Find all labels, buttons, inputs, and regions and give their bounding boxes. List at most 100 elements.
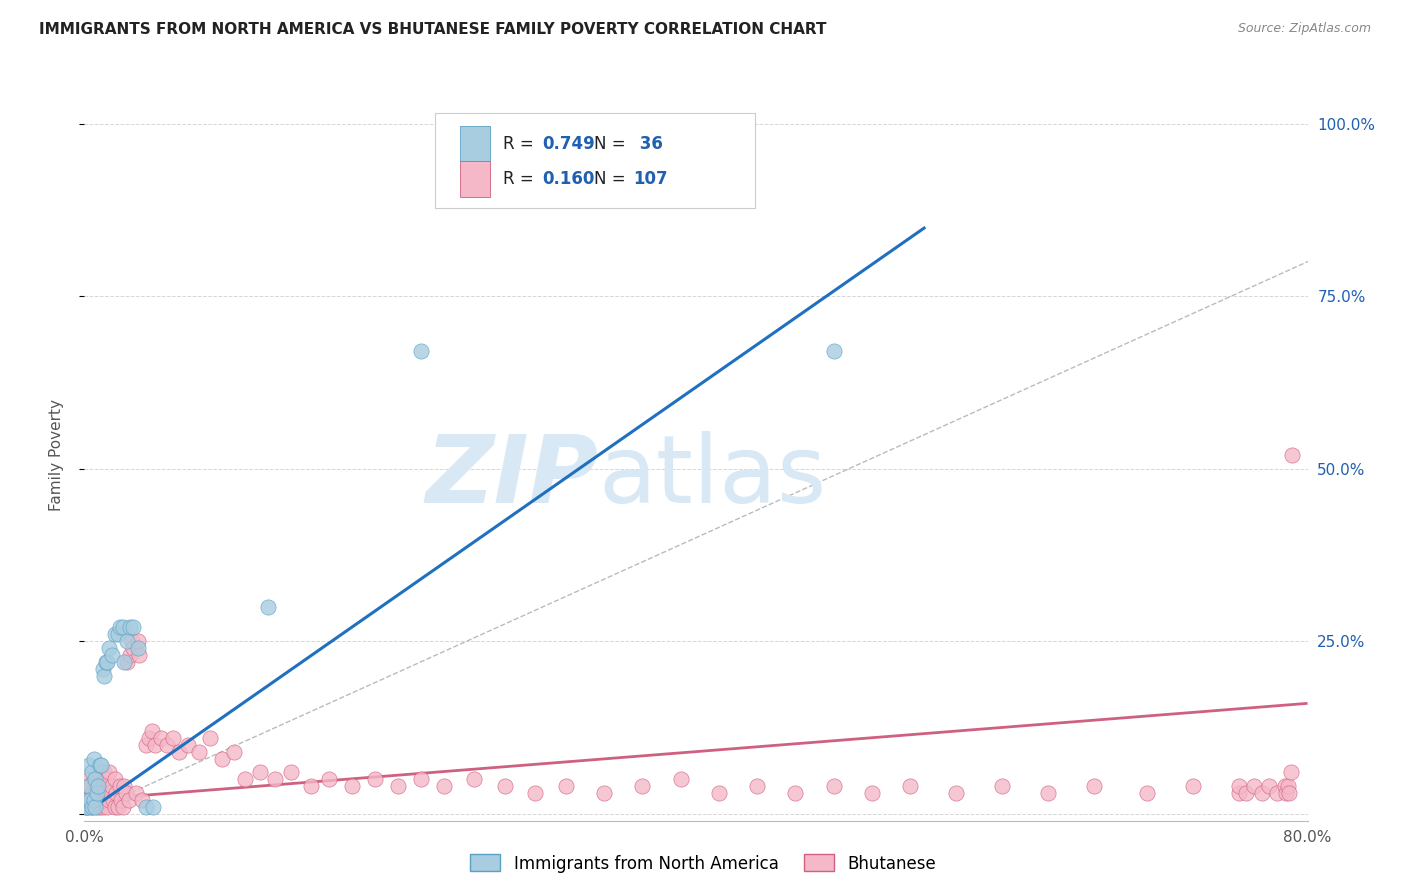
FancyBboxPatch shape [460,161,491,196]
Point [75,800,97,814]
Point [1243,779,1265,793]
Point [80,800,103,814]
Point [188,745,211,759]
Point [177,738,200,752]
Point [122,641,145,656]
Point [101,779,124,793]
Point [84,800,107,814]
Point [211,751,233,765]
Point [79,793,101,807]
Point [1278,786,1301,800]
Point [127,641,149,656]
Text: R =: R = [503,135,538,153]
Y-axis label: Family Poverty: Family Poverty [49,399,63,511]
Point [249,765,271,780]
Point [364,772,387,787]
Point [77,758,100,772]
Point [121,634,143,648]
Text: N =: N = [595,170,631,188]
Point [94,655,117,669]
Point [141,723,163,738]
Point [128,648,150,662]
Point [91,662,114,676]
Text: ZIP: ZIP [425,431,598,523]
Point [114,786,136,800]
Point [1083,779,1105,793]
Point [122,620,145,634]
Point [135,800,157,814]
Point [115,634,138,648]
Point [111,800,134,814]
Point [142,800,165,814]
Point [1277,779,1299,793]
Point [233,772,256,787]
Point [433,779,456,793]
Point [409,344,432,359]
Point [1250,786,1272,800]
Point [340,779,363,793]
Point [83,793,105,807]
Point [89,779,111,793]
Point [101,648,124,662]
Point [75,786,97,800]
Point [80,800,103,814]
Legend: Immigrants from North America, Bhutanese: Immigrants from North America, Bhutanese [464,847,942,880]
Point [669,772,692,787]
Point [898,779,921,793]
Point [1279,765,1302,780]
Text: IMMIGRANTS FROM NORTH AMERICA VS BHUTANESE FAMILY POVERTY CORRELATION CHART: IMMIGRANTS FROM NORTH AMERICA VS BHUTANE… [39,22,827,37]
Point [1275,786,1298,800]
Point [945,786,967,800]
Point [87,772,110,787]
Point [264,772,287,787]
Point [162,731,184,745]
Text: Source: ZipAtlas.com: Source: ZipAtlas.com [1237,22,1371,36]
Point [97,793,120,807]
Point [823,344,845,359]
Point [89,758,111,772]
Point [103,793,125,807]
Point [593,786,616,800]
Point [131,793,153,807]
Point [463,772,485,787]
Point [120,620,142,634]
Point [1227,779,1250,793]
Point [112,655,135,669]
Point [90,765,112,780]
Text: 0.160: 0.160 [541,170,595,188]
Point [76,793,98,807]
Point [387,779,409,793]
Point [76,779,98,793]
Point [1236,786,1258,800]
Point [1274,779,1296,793]
Point [76,793,98,807]
Text: R =: R = [503,170,538,188]
Point [87,793,110,807]
Point [110,793,132,807]
Point [112,779,135,793]
Point [118,793,141,807]
Point [96,800,118,814]
Point [76,800,98,814]
Point [785,786,807,800]
Point [555,779,578,793]
Point [107,627,129,641]
Point [115,655,138,669]
Point [94,786,117,800]
Point [494,779,516,793]
Point [108,620,131,634]
Point [75,800,97,814]
Point [860,786,883,800]
Point [991,779,1014,793]
Point [707,786,730,800]
Point [135,738,157,752]
Point [105,786,128,800]
Point [280,765,302,780]
Text: 0.749: 0.749 [541,135,595,153]
Point [93,793,115,807]
Point [83,772,105,787]
Point [1258,779,1281,793]
Point [86,779,108,793]
Point [823,779,845,793]
Point [90,793,112,807]
